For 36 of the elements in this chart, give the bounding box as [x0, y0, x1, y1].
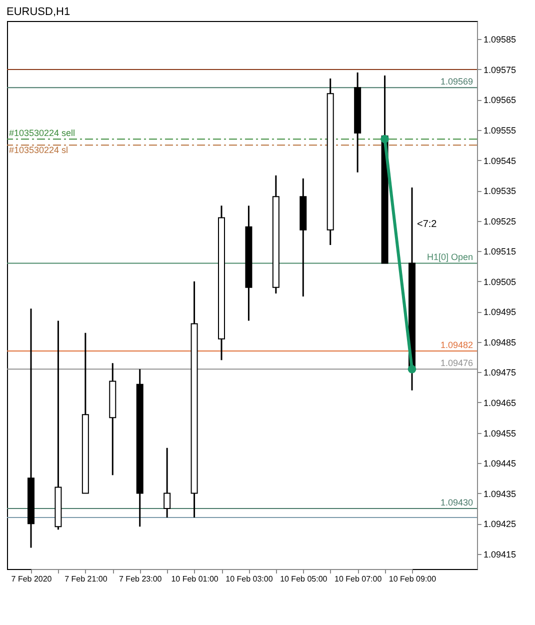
ref-line-label: #103530224 sell [9, 128, 76, 138]
x-tick-label: 10 Feb 09:00 [388, 574, 437, 584]
y-tick-label: 1.09545 [484, 156, 516, 166]
chart-title: EURUSD,H1 [6, 6, 70, 18]
y-tick-label: 1.09425 [484, 519, 516, 530]
x-tick-label: 7 Feb 21:00 [64, 574, 108, 584]
x-tick-label: 10 Feb 01:00 [171, 574, 219, 584]
y-tick-label: 1.09465 [484, 398, 516, 408]
ref-line-label: #103530224 sl [9, 145, 68, 156]
y-tick-label: 1.09475 [484, 368, 516, 378]
x-tick-label: 10 Feb 07:00 [334, 574, 382, 584]
y-tick-label: 1.09585 [484, 34, 516, 45]
y-tick-label: 1.09435 [484, 488, 516, 499]
y-tick-label: 1.09565 [484, 95, 516, 106]
ref-line-label: 1.09430 [440, 497, 473, 508]
y-tick-label: 1.09415 [484, 549, 516, 560]
x-tick-label: 10 Feb 05:00 [280, 574, 328, 584]
x-tick-label: 7 Feb 2020 [11, 574, 52, 584]
y-tick-label: 1.09555 [484, 125, 516, 136]
x-tick-label: 10 Feb 03:00 [226, 574, 274, 584]
ref-line-label: H1[0] Open [426, 252, 473, 262]
ref-line-label: 1.09476 [440, 358, 473, 368]
y-tick-label: 1.09505 [484, 276, 516, 287]
x-tick-label: 7 Feb 23:00 [119, 574, 162, 584]
y-tick-label: 1.09455 [484, 428, 516, 438]
y-tick-label: 1.09485 [484, 337, 516, 348]
y-tick-label: 1.09495 [484, 307, 516, 318]
y-tick-label: 1.09575 [484, 64, 516, 75]
ref-line-label: 1.09482 [440, 340, 473, 350]
y-tick-label: 1.09515 [484, 246, 516, 257]
ref-line-label: 1.09569 [440, 76, 473, 87]
text: <7:2 [417, 218, 438, 230]
y-tick-label: 1.09445 [484, 458, 516, 469]
y-tick-label: 1.09535 [484, 186, 516, 196]
y-tick-label: 1.09525 [484, 216, 516, 226]
candlestick [164, 447, 171, 518]
